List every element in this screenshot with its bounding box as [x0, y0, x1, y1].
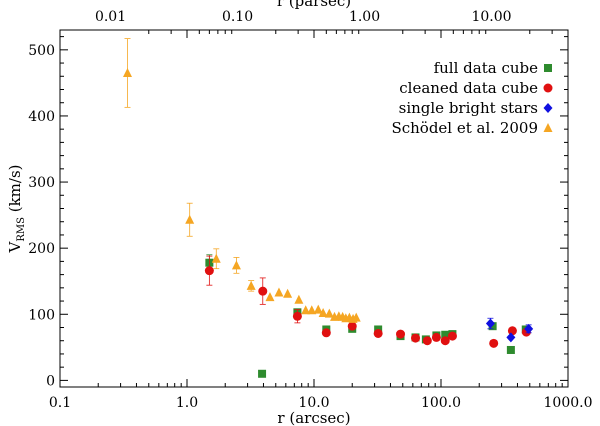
y-axis-label-unit: (km/s) — [6, 164, 24, 217]
circle-data-point — [411, 333, 421, 343]
legend-marker — [543, 83, 553, 93]
x2-tick-label: 0.10 — [222, 9, 253, 25]
circle-data-point — [258, 286, 268, 296]
circle-data-point — [321, 328, 331, 338]
triangle-data-point — [265, 292, 275, 302]
circle-data-point — [204, 266, 214, 276]
circle-data-point — [507, 326, 517, 336]
triangle-data-point — [274, 287, 284, 297]
circle-data-point — [347, 321, 357, 331]
data-marks-layer — [122, 38, 534, 378]
diamond-data-point — [485, 318, 495, 329]
triangle-data-point — [351, 312, 361, 322]
circle-data-point — [431, 332, 441, 342]
square-data-point — [258, 369, 267, 378]
circle-data-point — [440, 336, 450, 346]
y-tick-label: 300 — [28, 175, 55, 191]
legend-marker — [544, 64, 552, 72]
triangle-data-point — [122, 67, 132, 77]
x2-tick-label: 0.01 — [95, 9, 126, 25]
circle-data-point — [447, 331, 457, 341]
circle-data-point — [489, 338, 499, 348]
x-axis-label: r (arcsec) — [277, 409, 350, 426]
triangle-data-point — [318, 307, 328, 317]
x-tick-label: 100.0 — [421, 395, 461, 411]
x-tick-label: 1.0 — [176, 395, 198, 411]
legend: full data cube cleaned data cube single br… — [391, 59, 553, 137]
circle-data-point — [422, 336, 432, 346]
triangle-data-point — [313, 304, 323, 314]
y-axis-label-subscript: RMS — [16, 217, 27, 242]
square-data-point — [441, 330, 450, 339]
top-axis-label: r (parsec) — [277, 0, 351, 10]
triangle-data-point — [294, 294, 304, 304]
legend-label: single bright stars — [399, 99, 538, 117]
legend-label: cleaned data cube — [399, 79, 538, 97]
triangle-data-point — [231, 260, 241, 270]
x2-tick-label: 1.00 — [349, 9, 380, 25]
triangle-data-point — [283, 288, 293, 298]
x-tick-label: 0.1 — [49, 395, 71, 411]
triangle-data-point — [246, 280, 256, 290]
x2-tick-label: 10.00 — [471, 9, 511, 25]
triangle-data-point — [211, 253, 221, 263]
circle-data-point — [292, 311, 302, 321]
triangle-data-point — [301, 305, 311, 315]
plot-frame — [59, 29, 569, 388]
axes-layer: 0.1 1.0 10.0 100.0 1000.0 0.01 0.10 1.00 10.00 0 1… — [28, 9, 592, 411]
triangle-data-point — [185, 214, 195, 224]
circle-data-point — [373, 328, 383, 338]
y-tick-label: 0 — [46, 373, 55, 389]
square-data-point — [488, 322, 497, 331]
diamond-data-point — [524, 323, 534, 334]
circle-data-point — [396, 329, 406, 339]
x-tick-label: 10.0 — [298, 395, 329, 411]
y-axis-label: VRMS (km/s) — [6, 164, 27, 253]
triangle-data-point — [307, 305, 317, 315]
legend-marker — [543, 103, 553, 113]
y-tick-label: 400 — [28, 109, 55, 125]
triangle-data-point — [324, 308, 334, 318]
diamond-data-point — [506, 332, 516, 343]
square-data-point — [506, 345, 515, 354]
y-axis-label-main: V — [6, 241, 24, 254]
legend-marker — [543, 123, 553, 132]
y-tick-label: 500 — [28, 43, 55, 59]
x-tick-label: 1000.0 — [544, 395, 593, 411]
y-tick-label: 100 — [28, 307, 55, 323]
legend-label: full data cube — [434, 59, 539, 77]
legend-label: Schödel et al. 2009 — [391, 119, 538, 137]
y-tick-label: 200 — [28, 241, 55, 257]
